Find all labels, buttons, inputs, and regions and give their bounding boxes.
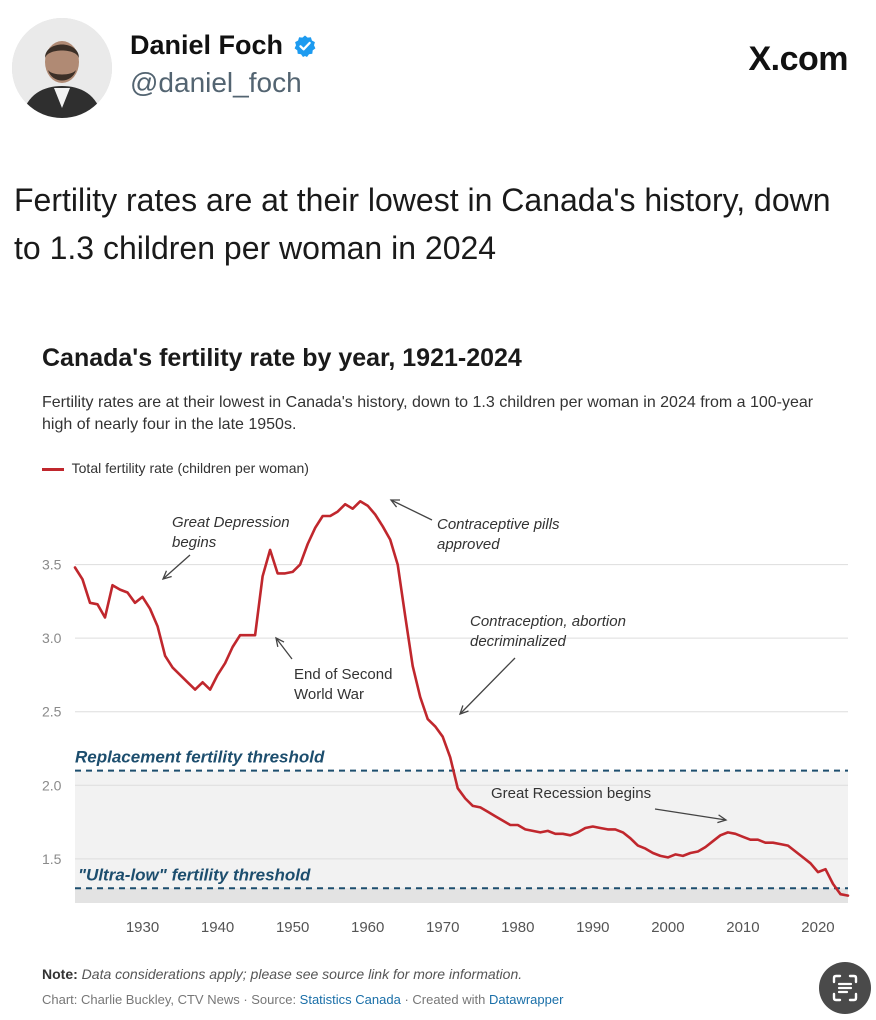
- credits-middle: · Created with: [400, 992, 489, 1007]
- author-name[interactable]: Daniel Foch: [130, 30, 284, 60]
- x-tick-label: 2010: [726, 919, 759, 936]
- annotation-text: Great Depression: [172, 514, 290, 531]
- annotation-arrow: [654, 808, 727, 821]
- annotation-arrow: [162, 554, 191, 580]
- threshold-label: Replacement fertility threshold: [75, 748, 325, 767]
- legend-swatch: [42, 467, 64, 471]
- annotation-arrow: [459, 657, 516, 715]
- text-scan-icon: [832, 974, 858, 1002]
- source-link[interactable]: Statistics Canada: [299, 992, 401, 1007]
- credits-prefix: Chart: Charlie Buckley, CTV News · Sourc…: [42, 992, 300, 1007]
- y-tick-label: 2.0: [42, 777, 62, 793]
- y-tick-label: 3.0: [42, 630, 62, 646]
- author-block: Daniel Foch @daniel_foch: [130, 30, 317, 99]
- annotation-text: Contraceptive pills: [437, 516, 560, 533]
- y-tick-label: 1.5: [42, 851, 62, 867]
- x-tick-label: 1950: [276, 919, 309, 936]
- x-tick-label: 1990: [576, 919, 609, 936]
- y-tick-label: 2.5: [42, 704, 62, 720]
- chart-title: Canada's fertility rate by year, 1921-20…: [42, 344, 522, 372]
- post-text: Fertility rates are at their lowest in C…: [14, 182, 831, 266]
- chart-subtitle: Fertility rates are at their lowest in C…: [42, 394, 814, 433]
- annotation-text: decriminalized: [470, 633, 567, 650]
- site-logo: X.com: [748, 40, 848, 78]
- annotation-arrowhead: [389, 499, 401, 508]
- x-tick-label: 1980: [501, 919, 534, 936]
- x-tick-label: 1970: [426, 919, 459, 936]
- threshold-label: "Ultra-low" fertility threshold: [78, 865, 311, 884]
- annotation-arrowhead: [275, 636, 285, 647]
- chart-legend: Total fertility rate (children per woman…: [42, 460, 309, 476]
- legend-label: Total fertility rate (children per woman…: [71, 460, 309, 476]
- annotation-text: End of Second: [294, 666, 392, 683]
- annotation-text: Great Recession begins: [491, 785, 651, 802]
- note-text: Data considerations apply; please see so…: [81, 966, 523, 982]
- below-ultra-low-band: [75, 888, 848, 903]
- verified-badge-icon: [295, 35, 316, 57]
- fertility-chart: 1.5 2.0 2.5 3.0 3.5 Replacement fertility th…: [42, 499, 850, 936]
- annotation-text: World War: [294, 686, 364, 703]
- annotation-arrow: [390, 499, 433, 521]
- annotation-text: begins: [172, 534, 217, 551]
- datawrapper-link[interactable]: Datawrapper: [489, 992, 564, 1007]
- annotation-arrow: [275, 637, 293, 660]
- annotation-arrowhead: [458, 705, 469, 716]
- avatar-photo: [12, 18, 112, 118]
- chart-credits: Chart: Charlie Buckley, CTV News · Sourc…: [42, 992, 563, 1007]
- x-tick-label: 1940: [201, 919, 234, 936]
- chart-note: Note: Data considerations apply; please …: [42, 966, 522, 982]
- annotation-text: approved: [437, 536, 500, 553]
- text-scan-button[interactable]: [819, 962, 871, 1014]
- y-tick-label: 3.5: [42, 557, 62, 573]
- chart-card: Canada's fertility rate by year, 1921-20…: [0, 326, 876, 1020]
- x-tick-label: 1960: [351, 919, 384, 936]
- annotation-arrowhead: [161, 570, 172, 580]
- x-tick-label: 2000: [651, 919, 684, 936]
- fertility-rate-line: [73, 499, 850, 897]
- annotation-text: Contraception, abortion: [470, 613, 626, 630]
- avatar[interactable]: [12, 18, 112, 118]
- below-replacement-band: [75, 770, 848, 889]
- x-tick-label: 1930: [126, 919, 159, 936]
- note-label: Note:: [42, 966, 78, 982]
- annotation-arrowhead: [717, 814, 728, 824]
- author-handle[interactable]: @daniel_foch: [130, 67, 302, 98]
- x-tick-label: 2020: [801, 919, 834, 936]
